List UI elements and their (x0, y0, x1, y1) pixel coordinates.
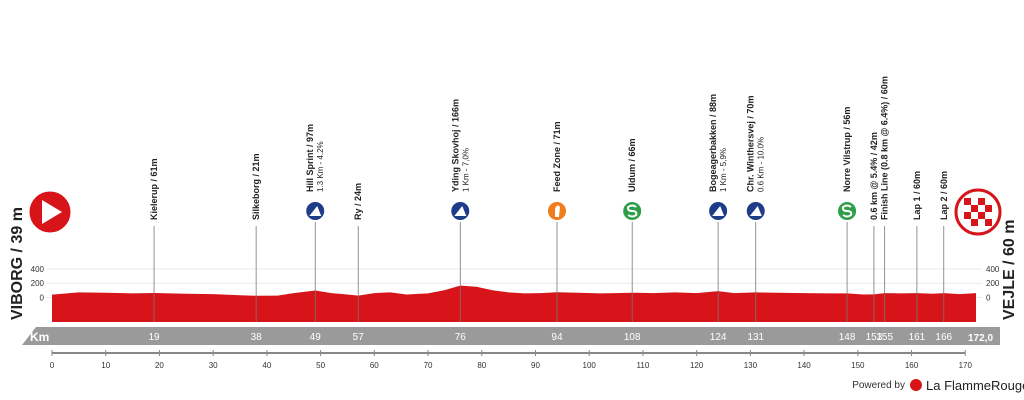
waypoint-icon-feed (545, 200, 568, 222)
km-bar (22, 327, 1000, 345)
credit: La FlammeRouge (926, 378, 1024, 393)
waypoint-label: Ry / 24m (353, 183, 363, 220)
x-tick-label: 170 (959, 361, 973, 370)
x-tick-label: 20 (155, 361, 164, 370)
icon-glyph (454, 206, 467, 216)
waypoint-label: Chr. Winthersvej / 70m (746, 96, 756, 192)
credit-prefix: Powered by (852, 380, 905, 391)
y-tick-label-right: 400 (986, 265, 1000, 274)
waypoint-km: 124 (710, 332, 727, 343)
waypoint-km: 108 (624, 332, 641, 343)
x-tick-label: 90 (531, 361, 540, 370)
waypoint-label: 0.6 km @ 5.4% / 42m (869, 132, 879, 220)
x-tick-label: 160 (905, 361, 919, 370)
x-tick-label: 60 (370, 361, 379, 370)
waypoint-km: 155 (876, 332, 893, 343)
waypoint-km: 49 (310, 332, 322, 343)
start-label: VIBORG / 39 m (9, 207, 26, 320)
x-tick-label: 50 (316, 361, 325, 370)
y-tick-label: 200 (31, 279, 45, 288)
waypoint-label: Uldum / 66m (627, 138, 637, 192)
waypoint-km: 38 (251, 332, 263, 343)
x-tick-label: 150 (851, 361, 865, 370)
waypoint-km: 19 (149, 332, 161, 343)
waypoint-km: 161 (909, 332, 926, 343)
waypoint-km: 131 (747, 332, 764, 343)
waypoint-label: Bogeagerbakken / 88m (708, 94, 718, 192)
waypoint-icon-climb (304, 200, 327, 222)
finish-km: 172,0 (968, 333, 993, 344)
icon-glyph (627, 204, 638, 218)
x-tick-label: 10 (101, 361, 110, 370)
waypoint-note: 1 Km - 5,9% (719, 148, 728, 192)
waypoint-km: 94 (551, 332, 563, 343)
waypoint-icon-climb (449, 200, 472, 222)
icon-glyph (309, 206, 322, 216)
start-arrow (42, 200, 62, 224)
waypoint-label: Kielerup / 61m (149, 158, 159, 220)
y-tick-label: 400 (31, 265, 45, 274)
waypoint-note: 1 Km - 7,0% (461, 148, 470, 192)
waypoint-km: 57 (353, 332, 365, 343)
x-tick-label: 30 (209, 361, 218, 370)
waypoint-note: 1.3 Km - 4.2% (316, 141, 325, 192)
waypoint-km: 166 (935, 332, 952, 343)
waypoint-label: Feed Zone / 71m (552, 121, 562, 192)
waypoint-icon-climb (707, 200, 730, 222)
icon-glyph (554, 205, 560, 217)
x-tick-label: 110 (637, 361, 650, 370)
x-tick-label: 0 (50, 361, 55, 370)
x-tick-label: 80 (477, 361, 486, 370)
waypoint-km: 148 (839, 332, 856, 343)
waypoint-label: Lap 2 / 60m (939, 171, 949, 220)
waypoint-label: Hill Sprint / 97m (305, 124, 315, 192)
waypoint-label: Yding Skovhoj / 166m (450, 99, 460, 192)
waypoint-icon-sprint (621, 200, 644, 222)
waypoint-km: 153 (866, 332, 883, 343)
waypoint-note: 0.6 Km - 10.0% (757, 137, 766, 192)
waypoint-label: Silkeborg / 21m (251, 153, 261, 220)
y-tick-label-right: 200 (986, 279, 1000, 288)
waypoint-label: Finish Line (0.8 km @ 6.4%) / 60m (880, 76, 890, 220)
y-tick-label: 0 (40, 293, 45, 302)
x-tick-label: 140 (797, 361, 811, 370)
waypoint-label: Norre Vilstrup / 56m (842, 107, 852, 192)
icon-glyph (712, 206, 725, 216)
waypoint-km: 76 (455, 332, 467, 343)
icon-glyph (841, 204, 853, 218)
y-tick-label-right: 0 (986, 293, 991, 302)
x-label: Km (30, 330, 49, 344)
icon-glyph (749, 206, 762, 216)
x-tick-label: 100 (583, 361, 597, 370)
x-tick-label: 70 (424, 361, 433, 370)
finish-label: VEJLE / 60 m (1001, 220, 1018, 321)
waypoint-icon-climb (744, 200, 767, 222)
waypoint-icon-sprint (836, 200, 859, 222)
x-tick-label: 130 (744, 361, 758, 370)
x-tick-label: 120 (690, 361, 704, 370)
finish-icon (954, 188, 1002, 236)
waypoint-label: Lap 1 / 60m (912, 171, 922, 220)
credit-logo (910, 379, 922, 391)
elevation-area (52, 285, 976, 322)
x-tick-label: 40 (262, 361, 271, 370)
